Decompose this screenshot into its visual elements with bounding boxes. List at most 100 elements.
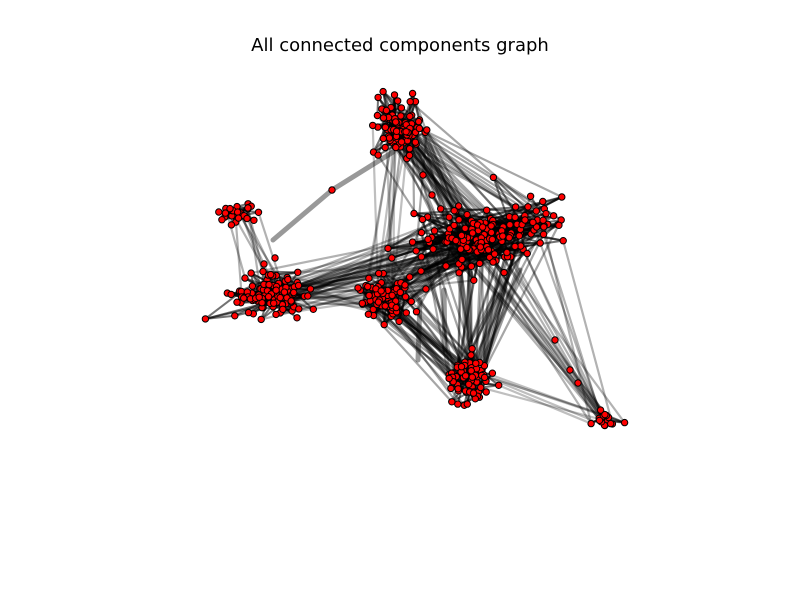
graph-node bbox=[455, 269, 463, 277]
graph-node bbox=[257, 315, 265, 324]
graph-node bbox=[407, 297, 415, 306]
graph-node bbox=[526, 192, 535, 201]
graph-node bbox=[244, 204, 252, 212]
graph-node bbox=[379, 134, 387, 143]
graph-node bbox=[328, 186, 336, 194]
graph-node bbox=[233, 208, 242, 216]
graph-node bbox=[470, 276, 478, 284]
graph-node bbox=[415, 124, 424, 133]
edge bbox=[395, 310, 459, 369]
edge bbox=[361, 120, 397, 306]
graph-node bbox=[532, 223, 541, 231]
graph-node bbox=[260, 260, 268, 268]
edge bbox=[521, 248, 603, 420]
graph-node bbox=[402, 128, 410, 136]
graph-node bbox=[488, 369, 497, 377]
graph-node bbox=[450, 221, 458, 230]
graph-node bbox=[523, 249, 531, 258]
graph-node bbox=[377, 287, 385, 295]
graph-node bbox=[511, 213, 519, 222]
graph-node bbox=[455, 216, 463, 224]
graph-node bbox=[424, 235, 432, 244]
graph-node bbox=[397, 138, 406, 146]
graph-node bbox=[429, 245, 437, 253]
graph-node bbox=[452, 236, 460, 245]
edge bbox=[281, 272, 380, 297]
graph-node bbox=[430, 227, 439, 235]
graph-node bbox=[555, 221, 563, 230]
graph-node bbox=[406, 98, 414, 106]
edge bbox=[405, 311, 459, 369]
graph-node bbox=[495, 381, 503, 389]
graph-node bbox=[384, 244, 392, 253]
edge bbox=[480, 218, 563, 377]
graph-node bbox=[500, 268, 508, 277]
graph-node bbox=[390, 91, 399, 99]
graph-node bbox=[406, 112, 414, 121]
graph-node bbox=[422, 285, 430, 293]
graph-node bbox=[392, 143, 400, 152]
edge bbox=[411, 241, 494, 261]
edge bbox=[470, 369, 610, 419]
graph-node bbox=[476, 259, 484, 268]
graph-node bbox=[272, 310, 280, 319]
graph-node bbox=[279, 305, 287, 313]
graph-node bbox=[280, 288, 289, 296]
graph-node bbox=[445, 213, 453, 221]
edge bbox=[479, 227, 626, 424]
graph-node bbox=[354, 284, 362, 292]
graph-node bbox=[287, 297, 295, 305]
edge bbox=[460, 234, 610, 419]
graph-node bbox=[395, 317, 403, 326]
graph-node bbox=[532, 207, 540, 215]
graph-node bbox=[255, 293, 263, 301]
edge bbox=[386, 140, 403, 250]
graph-node bbox=[607, 419, 615, 428]
graph-node bbox=[411, 138, 420, 146]
edge bbox=[415, 310, 459, 367]
graph-node bbox=[461, 372, 470, 380]
graph-node bbox=[408, 89, 417, 98]
graph-node bbox=[365, 274, 373, 282]
graph-node bbox=[369, 121, 377, 130]
graph-node bbox=[364, 310, 373, 318]
graph-node bbox=[418, 215, 427, 224]
graph-node bbox=[467, 262, 476, 270]
graph-node bbox=[294, 281, 303, 290]
graph-node bbox=[417, 228, 426, 237]
edge bbox=[306, 209, 456, 298]
graph-node bbox=[412, 247, 420, 255]
graph-node bbox=[417, 253, 426, 261]
graph-node bbox=[476, 243, 485, 251]
graph-node bbox=[559, 237, 567, 245]
graph-node bbox=[454, 400, 462, 408]
graph-node bbox=[218, 216, 226, 224]
graph-node bbox=[587, 419, 595, 428]
graph-node bbox=[270, 299, 278, 307]
graph-node bbox=[309, 305, 317, 313]
graph-node bbox=[455, 202, 463, 210]
graph-node bbox=[358, 299, 366, 307]
graph-node bbox=[259, 267, 267, 276]
edge bbox=[479, 267, 523, 373]
graph-node bbox=[595, 416, 604, 425]
graph-node bbox=[419, 171, 427, 179]
graph-node bbox=[241, 274, 249, 282]
graph-node bbox=[483, 206, 491, 214]
graph-node bbox=[549, 212, 558, 220]
graph-node bbox=[487, 222, 495, 230]
graph-node bbox=[458, 255, 466, 264]
graph-node bbox=[450, 207, 458, 215]
edge bbox=[459, 248, 604, 419]
edge bbox=[503, 218, 563, 274]
graph-node bbox=[265, 280, 273, 289]
graph-node bbox=[521, 216, 529, 224]
edge bbox=[466, 213, 492, 220]
graph-node bbox=[374, 93, 382, 102]
graph-node bbox=[401, 281, 409, 289]
graph-node bbox=[524, 203, 532, 211]
edge bbox=[475, 233, 545, 370]
graph-node bbox=[221, 209, 230, 217]
graph-node bbox=[437, 205, 445, 213]
